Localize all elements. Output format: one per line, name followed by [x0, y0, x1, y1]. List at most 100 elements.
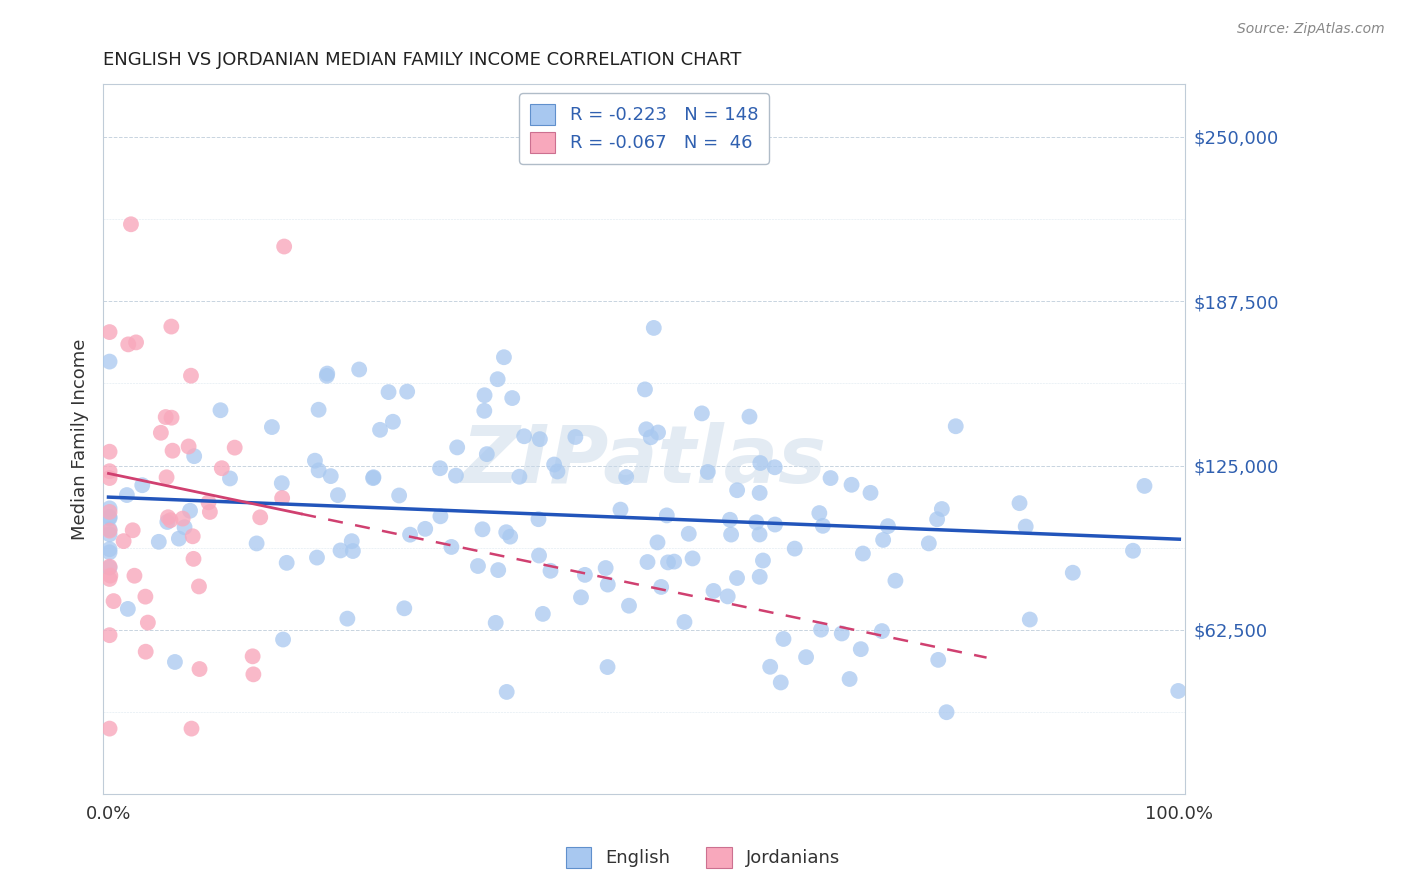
Point: [738, 409, 761, 424]
Text: ZIPatlas: ZIPatlas: [461, 422, 827, 500]
Point: [531, 607, 554, 621]
Point: [394, 601, 416, 615]
Point: [872, 533, 894, 547]
Point: [877, 519, 900, 533]
Point: [650, 580, 672, 594]
Point: [748, 486, 770, 500]
Point: [159, 513, 181, 527]
Point: [811, 518, 834, 533]
Point: [98, 354, 121, 368]
Point: [271, 491, 294, 505]
Point: [931, 502, 953, 516]
Point: [188, 662, 211, 676]
Point: [246, 536, 269, 550]
Point: [884, 574, 907, 588]
Point: [429, 461, 451, 475]
Point: [1167, 684, 1189, 698]
Point: [157, 510, 180, 524]
Point: [474, 388, 496, 402]
Point: [98, 524, 121, 538]
Point: [717, 590, 740, 604]
Point: [188, 579, 211, 593]
Point: [160, 410, 183, 425]
Point: [125, 335, 148, 350]
Point: [98, 559, 121, 574]
Point: [135, 645, 157, 659]
Point: [117, 337, 139, 351]
Point: [569, 591, 592, 605]
Point: [690, 406, 713, 420]
Point: [363, 470, 385, 484]
Point: [98, 471, 121, 485]
Point: [167, 532, 190, 546]
Point: [495, 685, 517, 699]
Point: [574, 567, 596, 582]
Point: [180, 368, 202, 383]
Point: [657, 555, 679, 569]
Point: [529, 432, 551, 446]
Point: [945, 419, 967, 434]
Legend: R = -0.223   N = 148, R = -0.067   N =  46: R = -0.223 N = 148, R = -0.067 N = 46: [519, 93, 769, 164]
Point: [361, 471, 384, 485]
Point: [1018, 613, 1040, 627]
Point: [655, 508, 678, 523]
Point: [759, 660, 782, 674]
Point: [1008, 496, 1031, 510]
Point: [810, 623, 832, 637]
Point: [308, 402, 330, 417]
Point: [637, 555, 659, 569]
Point: [209, 403, 232, 417]
Point: [98, 511, 121, 525]
Point: [725, 483, 748, 498]
Point: [121, 523, 143, 537]
Point: [647, 535, 669, 549]
Point: [870, 624, 893, 638]
Point: [831, 626, 853, 640]
Point: [273, 239, 295, 253]
Point: [242, 649, 264, 664]
Point: [859, 486, 882, 500]
Point: [211, 461, 233, 475]
Point: [752, 553, 775, 567]
Point: [98, 522, 121, 536]
Point: [927, 512, 949, 526]
Point: [783, 541, 806, 556]
Point: [718, 513, 741, 527]
Point: [543, 458, 565, 472]
Point: [763, 517, 786, 532]
Point: [475, 447, 498, 461]
Point: [136, 615, 159, 630]
Point: [198, 505, 221, 519]
Point: [183, 449, 205, 463]
Point: [326, 488, 349, 502]
Point: [156, 515, 179, 529]
Point: [112, 534, 135, 549]
Point: [224, 441, 246, 455]
Point: [527, 549, 550, 563]
Point: [702, 583, 724, 598]
Point: [820, 471, 842, 485]
Point: [98, 444, 121, 458]
Point: [149, 425, 172, 440]
Point: [720, 527, 742, 541]
Point: [1062, 566, 1084, 580]
Point: [918, 536, 941, 550]
Point: [927, 653, 949, 667]
Point: [546, 465, 568, 479]
Point: [98, 572, 121, 586]
Point: [508, 469, 530, 483]
Point: [180, 722, 202, 736]
Text: Source: ZipAtlas.com: Source: ZipAtlas.com: [1237, 22, 1385, 37]
Point: [596, 577, 619, 591]
Point: [745, 516, 768, 530]
Point: [614, 470, 637, 484]
Point: [98, 628, 121, 642]
Point: [368, 423, 391, 437]
Point: [513, 429, 536, 443]
Point: [98, 325, 121, 339]
Point: [413, 522, 436, 536]
Point: [485, 615, 508, 630]
Point: [643, 321, 665, 335]
Point: [634, 383, 657, 397]
Point: [501, 391, 523, 405]
